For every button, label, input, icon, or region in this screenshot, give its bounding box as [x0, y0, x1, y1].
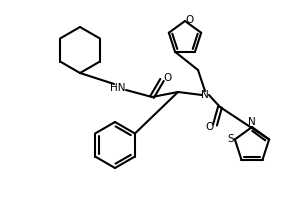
Text: HN: HN — [110, 83, 126, 93]
Text: N: N — [201, 90, 209, 100]
Text: N: N — [248, 117, 256, 127]
Text: O: O — [185, 15, 193, 25]
Text: O: O — [163, 73, 171, 83]
Text: S: S — [228, 134, 234, 144]
Text: O: O — [205, 122, 213, 132]
